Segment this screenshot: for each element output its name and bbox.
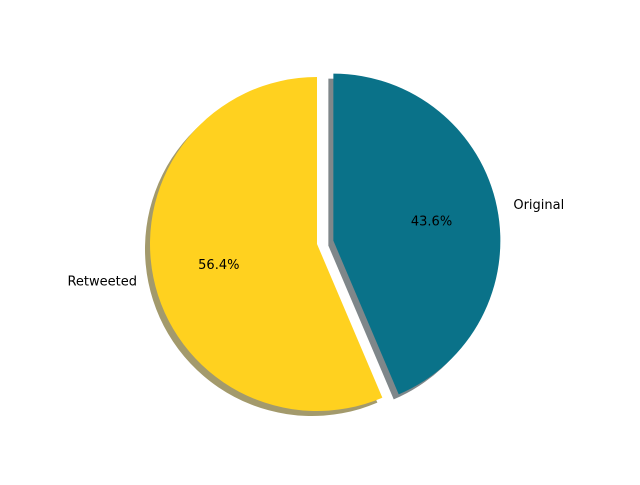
slice-original (333, 73, 501, 395)
slice-label-original: Original (513, 198, 564, 213)
slice-label-retweeted: Retweeted (67, 275, 137, 290)
slice-percent-original: 43.6% (411, 215, 452, 230)
slice-labels: Original Retweeted 43.6% 56.4% (67, 198, 564, 290)
slice-percent-retweeted: 56.4% (198, 258, 239, 273)
slice-retweeted (150, 77, 383, 411)
slices (150, 73, 501, 411)
